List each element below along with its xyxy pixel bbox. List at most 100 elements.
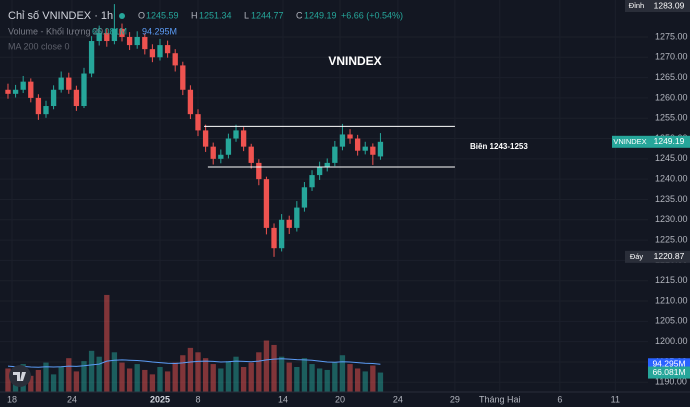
- x-tick-label: 20: [335, 394, 345, 404]
- x-tick-label: 29: [450, 394, 460, 404]
- volume-bar: [271, 344, 277, 392]
- candle-body: [233, 130, 239, 139]
- volume-bar: [195, 352, 201, 392]
- volume-bar: [43, 362, 49, 392]
- badge-tag-bg: [625, 250, 648, 263]
- logo-mark: [13, 372, 26, 381]
- badge-tag-bg: [625, 0, 648, 12]
- price-axis: [648, 0, 690, 407]
- candle-body: [28, 81, 34, 98]
- volume-bar: [286, 362, 292, 392]
- volume-bar: [96, 356, 102, 392]
- candle-body: [134, 36, 140, 46]
- candle-body: [210, 146, 216, 159]
- candle-body: [66, 77, 72, 90]
- volume-bar: [104, 294, 110, 392]
- x-tick-label: Tháng Hai: [479, 394, 521, 404]
- y-tick-label: 1270.00: [655, 52, 688, 62]
- x-tick-label: 11: [611, 394, 620, 404]
- x-tick-label: 18: [7, 394, 17, 404]
- candle-body: [294, 207, 300, 228]
- candle-body: [58, 77, 64, 90]
- badge-value: 66.081M: [652, 367, 685, 377]
- x-tick-label: 24: [393, 394, 403, 404]
- candle-body: [142, 36, 148, 50]
- candle-body: [111, 28, 118, 42]
- volume-bar: [354, 368, 361, 392]
- volume-bar: [240, 367, 247, 392]
- volume-ma-value: 94.295M: [142, 26, 177, 36]
- badge-value: 1220.87: [654, 251, 685, 261]
- volume-bar: [210, 364, 216, 392]
- x-tick-label: 24: [67, 394, 77, 404]
- volume-title: Volume - Khối lượng 20: [8, 26, 103, 36]
- candle-body: [104, 32, 110, 42]
- volume-bar: [5, 368, 11, 392]
- candle-body: [354, 138, 361, 151]
- volume-bar: [233, 356, 239, 392]
- volume-bar: [362, 371, 368, 392]
- badge-label: Đỉnh: [629, 1, 644, 10]
- y-tick-label: 1240.00: [655, 174, 688, 184]
- volume-bar: [225, 361, 232, 392]
- candle-body: [96, 32, 102, 42]
- candle-body: [50, 89, 57, 107]
- badge-value: 94.295M: [652, 359, 685, 369]
- volume-bar: [301, 358, 308, 392]
- volume-bar: [377, 372, 384, 392]
- volume-bar: [28, 375, 34, 392]
- badge-label: VNINDEX: [613, 137, 646, 146]
- y-tick-label: 1230.00: [655, 214, 688, 224]
- badge-label: Đáy: [630, 252, 644, 261]
- candle-body: [301, 187, 308, 208]
- candle-body: [119, 28, 125, 37]
- candle-body: [240, 130, 247, 147]
- candle-body: [172, 53, 178, 66]
- ohlc-label: H: [191, 10, 198, 20]
- y-tick-label: 1200.00: [655, 336, 688, 346]
- ohlc-value: 1251.34: [199, 10, 232, 20]
- candle-body: [180, 65, 186, 90]
- candle-body: [164, 45, 171, 54]
- volume-bar: [149, 374, 156, 392]
- y-tick-label: 1235.00: [655, 194, 688, 204]
- volume-bar: [294, 367, 300, 392]
- badge-tag-bg: [612, 135, 648, 148]
- volume-bar: [202, 358, 209, 392]
- volume-bar: [157, 367, 163, 392]
- volume-bar: [218, 368, 224, 392]
- plot-area: [5, 4, 455, 392]
- candle-body: [377, 141, 384, 157]
- volume-value: 66.081M: [92, 26, 127, 36]
- volume-bar: [58, 367, 64, 392]
- y-tick-label: 1215.00: [655, 275, 688, 285]
- ma-title: MA 200 close 0: [8, 41, 70, 51]
- candle-body: [278, 219, 285, 249]
- candle-body: [195, 114, 201, 131]
- candle-body: [286, 219, 292, 228]
- axes: 1190.001195.001200.001205.001210.001215.…: [7, 0, 690, 404]
- badge-bg: [648, 135, 690, 148]
- volume-bar: [324, 369, 330, 392]
- volume-bar: [35, 369, 42, 392]
- candle-body: [12, 89, 19, 94]
- y-tick-label: 1265.00: [655, 72, 688, 82]
- badge-value: 1249.19: [654, 136, 685, 146]
- volume-bar: [248, 362, 254, 392]
- volume-bar: [172, 362, 178, 392]
- volume-bar: [278, 356, 285, 392]
- badge-value: 1283.09: [654, 0, 685, 10]
- volume-bar: [180, 355, 186, 392]
- ohlc-value: 1249.19: [304, 10, 337, 20]
- candle-body: [316, 166, 323, 176]
- candle-body: [202, 130, 209, 147]
- symbol: Chỉ số VNINDEX · 1h: [8, 10, 113, 22]
- candle-body: [248, 146, 254, 163]
- volume-bar: [50, 374, 57, 392]
- candle-body: [370, 146, 376, 155]
- volume-bar: [66, 358, 72, 392]
- candle-body: [347, 134, 353, 139]
- candle-body: [43, 106, 49, 115]
